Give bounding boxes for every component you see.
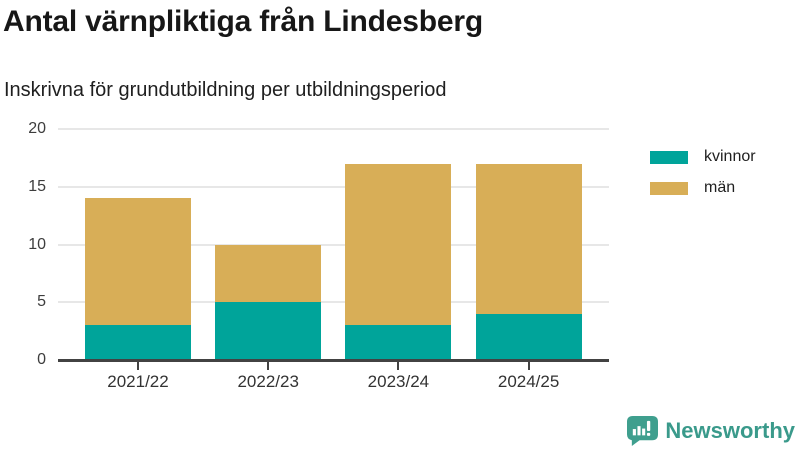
bar-2022/23-kvinnor bbox=[215, 302, 322, 360]
legend-label-man: män bbox=[704, 179, 736, 196]
bar-2021/22-män bbox=[85, 198, 191, 326]
x-tick-2024/25 bbox=[527, 362, 530, 370]
newsworthy-icon bbox=[627, 415, 659, 446]
legend-item-kvinnor: kvinnor bbox=[650, 149, 756, 165]
bar-2024/25-män bbox=[475, 163, 582, 314]
bar-2021/22-kvinnor bbox=[85, 325, 191, 360]
legend-swatch-kvinnor bbox=[650, 150, 688, 164]
chart-subtitle: Inskrivna för grundutbildning per utbild… bbox=[4, 79, 447, 101]
brand-logo[interactable]: Newsworthy bbox=[626, 415, 795, 446]
y-tick-label-20: 20 bbox=[28, 120, 46, 137]
gridline-y5 bbox=[58, 301, 609, 304]
y-tick-label-15: 15 bbox=[28, 177, 46, 195]
x-axis-line bbox=[58, 359, 609, 362]
y-tick-label-0: 0 bbox=[37, 351, 46, 368]
gridline-y10 bbox=[58, 243, 609, 246]
bar-2024/25-kvinnor bbox=[475, 313, 582, 360]
legend: kvinnor män bbox=[650, 149, 756, 196]
bar-2022/23-män bbox=[215, 244, 322, 303]
x-tick-2022/23 bbox=[267, 362, 270, 370]
x-tick-2023/24 bbox=[397, 362, 400, 370]
x-tick-label-2021/22: 2021/22 bbox=[107, 372, 169, 391]
x-tick-label-2023/24: 2023/24 bbox=[367, 372, 430, 391]
x-tick-label-2022/23: 2022/23 bbox=[237, 372, 299, 391]
y-tick-label-5: 5 bbox=[37, 293, 46, 311]
x-tick-2021/22 bbox=[137, 362, 139, 370]
y-tick-label-10: 10 bbox=[28, 235, 46, 253]
gridline-y20 bbox=[58, 128, 609, 130]
legend-item-man: män bbox=[650, 180, 756, 196]
bar-2023/24-kvinnor bbox=[345, 325, 452, 360]
brand-name: Newsworthy bbox=[665, 418, 795, 443]
bar-2023/24-män bbox=[345, 163, 452, 326]
legend-swatch-man bbox=[650, 181, 688, 195]
chart-title: Antal värnpliktiga från Lindesberg bbox=[3, 5, 483, 38]
gridline-y15 bbox=[58, 185, 609, 188]
x-tick-label-2024/25: 2024/25 bbox=[497, 372, 560, 391]
legend-label-kvinnor: kvinnor bbox=[704, 148, 756, 165]
